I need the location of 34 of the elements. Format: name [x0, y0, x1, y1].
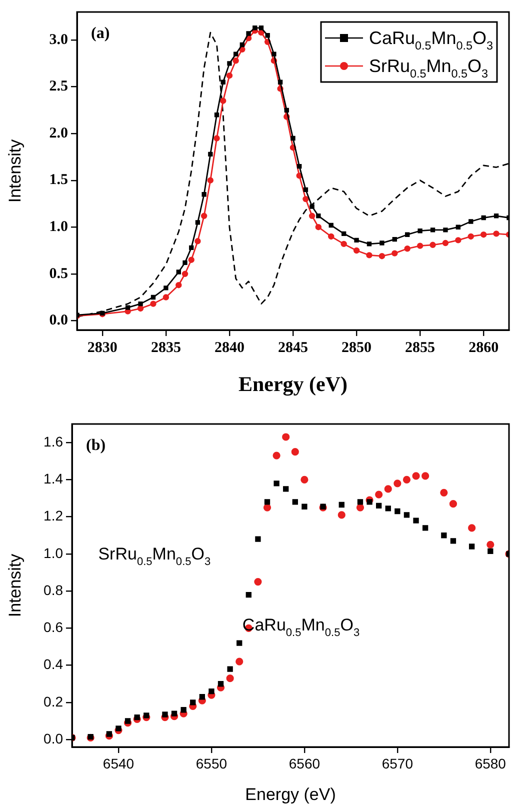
y-tick-label: 3.0 — [49, 32, 68, 48]
x-tick-label: 2835 — [150, 340, 181, 356]
x-tick-label: 2830 — [87, 340, 118, 356]
y-axis-title: Intensity — [6, 553, 25, 618]
y-tick-label: 1.6 — [44, 433, 64, 450]
y-tick-label: 1.5 — [49, 172, 68, 188]
x-tick-label: 2840 — [214, 340, 244, 356]
y-axis-title: Intensity — [6, 138, 25, 203]
y-tick-label: 2.0 — [49, 125, 68, 142]
y-tick-label: 1.4 — [44, 470, 64, 487]
text: (b) — [86, 437, 106, 454]
x-tick-label: 2860 — [468, 340, 499, 356]
x-tick-label: 6580 — [474, 755, 506, 772]
y-tick-label: 1.2 — [44, 508, 64, 524]
x-tick-label: 6560 — [288, 755, 320, 772]
text: (a) — [91, 25, 110, 42]
y-tick-label: 1.0 — [49, 218, 68, 235]
y-tick-label: 0.0 — [44, 730, 64, 746]
y-tick-label: 0.6 — [44, 619, 64, 636]
y-tick-label: 2.5 — [49, 78, 68, 95]
y-tick-label: 0.4 — [44, 656, 64, 672]
y-tick-label: 1.0 — [44, 544, 64, 561]
x-tick-label: 2855 — [405, 340, 436, 356]
x-tick-label: 6540 — [102, 755, 134, 772]
y-tick-label: 0.8 — [44, 582, 64, 598]
x-axis-title: Energy (eV) — [245, 785, 336, 804]
x-tick-label: 6550 — [196, 755, 228, 772]
x-tick-label: 2850 — [342, 340, 372, 356]
y-tick-label: 0.2 — [44, 693, 64, 710]
x-tick-label: 6570 — [382, 755, 414, 772]
y-tick-label: 0.5 — [49, 266, 68, 282]
y-tick-label: 0.0 — [49, 312, 68, 329]
x-tick-label: 2845 — [278, 340, 308, 356]
x-axis-title: Energy (eV) — [238, 372, 348, 396]
